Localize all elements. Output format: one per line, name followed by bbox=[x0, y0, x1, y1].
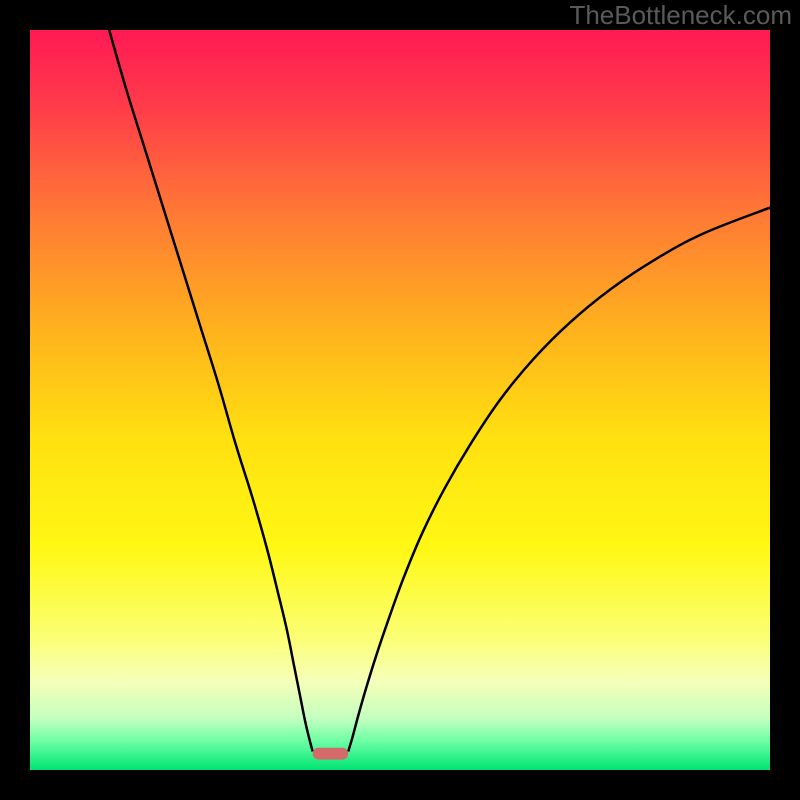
gradient-background bbox=[30, 30, 770, 770]
bottleneck-chart bbox=[0, 0, 800, 800]
minimum-marker bbox=[313, 748, 349, 760]
watermark-text: TheBottleneck.com bbox=[569, 0, 792, 31]
